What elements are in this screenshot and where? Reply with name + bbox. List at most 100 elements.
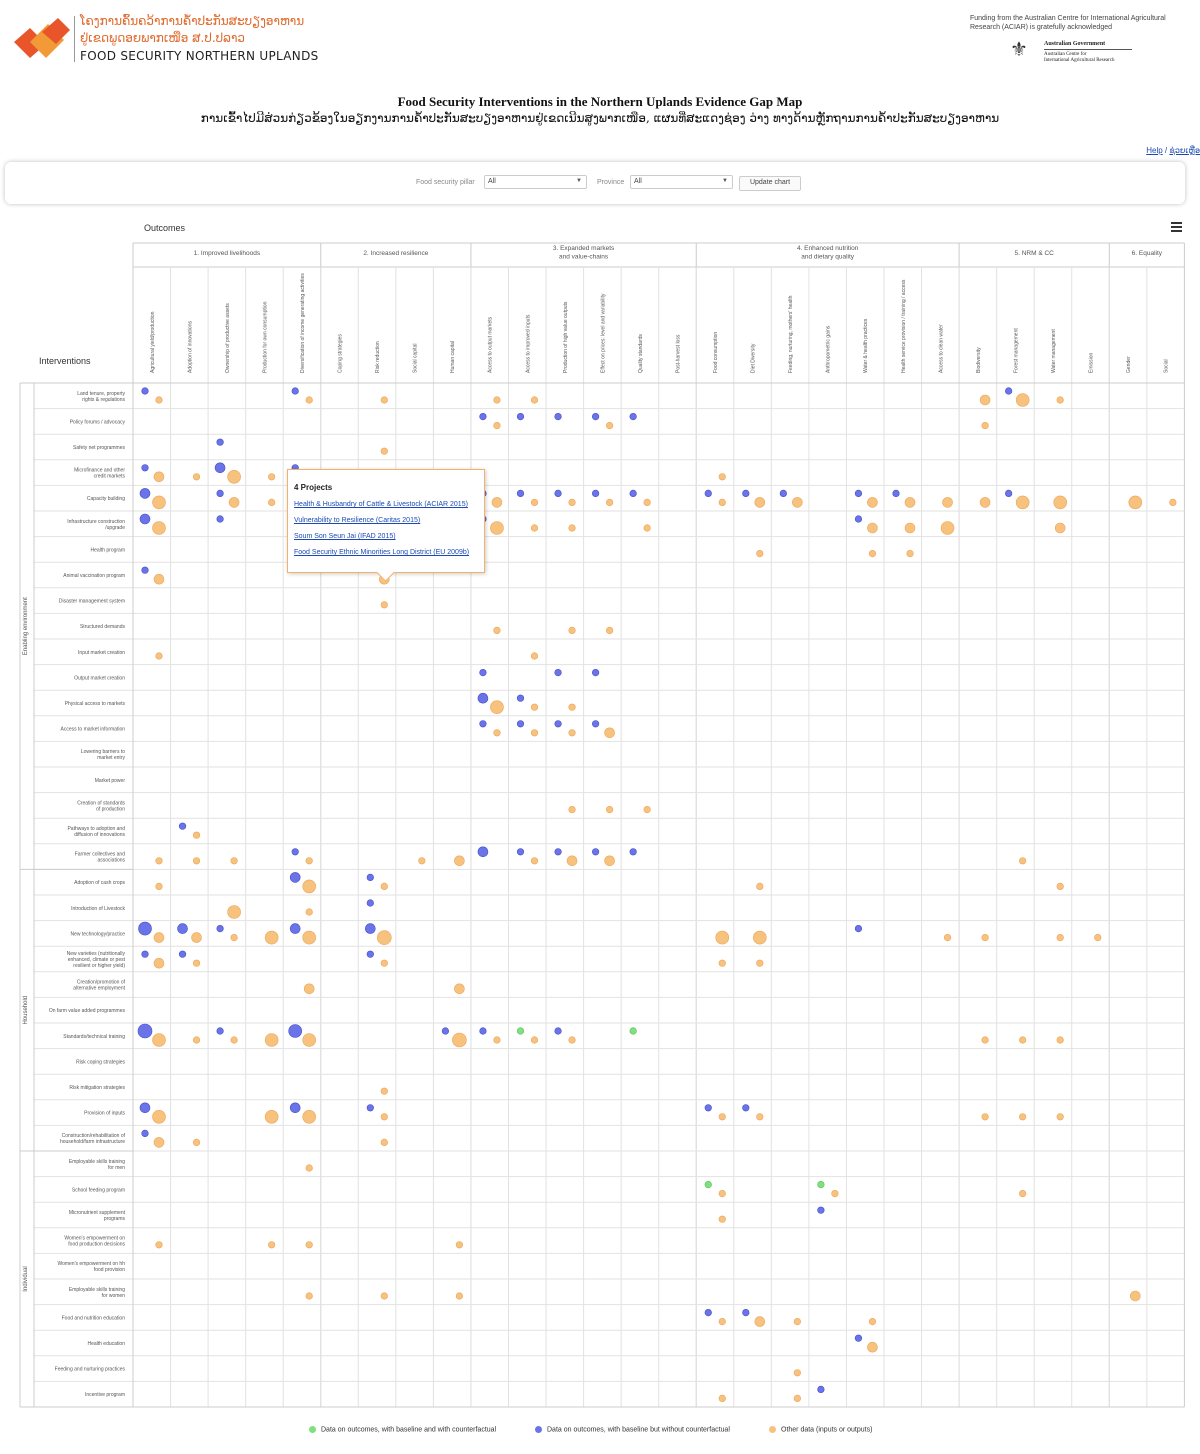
data-bubble-b[interactable] <box>367 874 374 881</box>
data-bubble-o[interactable] <box>832 1190 839 1197</box>
data-bubble-o[interactable] <box>606 422 613 429</box>
data-bubble-o[interactable] <box>982 1037 989 1044</box>
data-bubble-o[interactable] <box>1057 1114 1064 1121</box>
data-bubble-o[interactable] <box>1019 1190 1026 1197</box>
data-bubble-o[interactable] <box>1016 394 1029 407</box>
data-bubble-o[interactable] <box>1019 1037 1026 1044</box>
data-bubble-o[interactable] <box>531 653 538 660</box>
data-bubble-b[interactable] <box>142 567 149 574</box>
data-bubble-o[interactable] <box>569 499 576 506</box>
data-bubble-o[interactable] <box>531 858 538 865</box>
data-bubble-b[interactable] <box>217 925 224 932</box>
data-bubble-b[interactable] <box>292 388 299 395</box>
data-bubble-o[interactable] <box>303 1110 316 1123</box>
data-bubble-o[interactable] <box>569 704 576 711</box>
data-bubble-o[interactable] <box>306 909 313 916</box>
data-bubble-b[interactable] <box>592 490 599 497</box>
data-bubble-o[interactable] <box>1057 397 1064 404</box>
data-bubble-b[interactable] <box>743 1105 750 1112</box>
data-bubble-o[interactable] <box>381 883 388 890</box>
data-bubble-o[interactable] <box>753 931 766 944</box>
data-bubble-o[interactable] <box>154 933 164 943</box>
data-bubble-o[interactable] <box>306 1293 313 1300</box>
data-bubble-o[interactable] <box>193 960 200 967</box>
data-bubble-b[interactable] <box>855 516 862 523</box>
data-bubble-o[interactable] <box>719 960 726 967</box>
data-bubble-o[interactable] <box>982 422 989 429</box>
data-bubble-b[interactable] <box>705 1105 712 1112</box>
data-bubble-b[interactable] <box>855 925 862 932</box>
data-bubble-b[interactable] <box>780 490 787 497</box>
data-bubble-g[interactable] <box>818 1181 825 1188</box>
data-bubble-b[interactable] <box>555 721 562 728</box>
data-bubble-b[interactable] <box>555 669 562 676</box>
data-bubble-o[interactable] <box>303 931 316 944</box>
data-bubble-b[interactable] <box>630 849 637 856</box>
data-bubble-b[interactable] <box>217 490 224 497</box>
data-bubble-o[interactable] <box>531 730 538 737</box>
data-bubble-o[interactable] <box>980 395 990 405</box>
data-bubble-o[interactable] <box>869 1318 876 1325</box>
data-bubble-o[interactable] <box>569 525 576 532</box>
data-bubble-o[interactable] <box>569 730 576 737</box>
data-bubble-o[interactable] <box>192 933 202 943</box>
data-bubble-b[interactable] <box>178 924 188 934</box>
data-bubble-o[interactable] <box>381 1088 388 1095</box>
data-bubble-o[interactable] <box>265 931 278 944</box>
data-bubble-o[interactable] <box>381 448 388 455</box>
data-bubble-b[interactable] <box>893 490 900 497</box>
tooltip-project-link[interactable]: Vulnerability to Resilience (Caritas 201… <box>294 517 420 524</box>
data-bubble-o[interactable] <box>490 701 503 714</box>
data-bubble-o[interactable] <box>1057 883 1064 890</box>
data-bubble-o[interactable] <box>494 627 501 634</box>
data-bubble-o[interactable] <box>454 856 464 866</box>
data-bubble-o[interactable] <box>154 1137 164 1147</box>
data-bubble-o[interactable] <box>156 397 163 404</box>
data-bubble-o[interactable] <box>268 499 275 506</box>
data-bubble-o[interactable] <box>569 1037 576 1044</box>
data-bubble-o[interactable] <box>531 704 538 711</box>
data-bubble-o[interactable] <box>757 960 764 967</box>
data-bubble-b[interactable] <box>367 1105 374 1112</box>
data-bubble-b[interactable] <box>1005 388 1012 395</box>
data-bubble-o[interactable] <box>265 1110 278 1123</box>
data-bubble-o[interactable] <box>905 523 915 533</box>
data-bubble-o[interactable] <box>381 397 388 404</box>
data-bubble-o[interactable] <box>605 728 615 738</box>
data-bubble-b[interactable] <box>592 721 599 728</box>
data-bubble-b[interactable] <box>140 514 150 524</box>
data-bubble-b[interactable] <box>555 490 562 497</box>
data-bubble-o[interactable] <box>193 1037 200 1044</box>
data-bubble-b[interactable] <box>290 872 300 882</box>
data-bubble-o[interactable] <box>454 984 464 994</box>
data-bubble-b[interactable] <box>592 849 599 856</box>
data-bubble-o[interactable] <box>494 397 501 404</box>
data-bubble-o[interactable] <box>1057 1037 1064 1044</box>
data-bubble-b[interactable] <box>478 847 488 857</box>
data-bubble-b[interactable] <box>217 1028 224 1035</box>
data-bubble-b[interactable] <box>442 1028 449 1035</box>
data-bubble-o[interactable] <box>719 1114 726 1121</box>
data-bubble-o[interactable] <box>719 1216 726 1223</box>
data-bubble-b[interactable] <box>217 439 224 446</box>
data-bubble-o[interactable] <box>867 1342 877 1352</box>
data-bubble-o[interactable] <box>452 1033 466 1047</box>
data-bubble-o[interactable] <box>268 1242 275 1249</box>
data-bubble-o[interactable] <box>193 1139 200 1146</box>
data-bubble-o[interactable] <box>156 883 163 890</box>
data-bubble-o[interactable] <box>381 960 388 967</box>
data-bubble-b[interactable] <box>179 823 186 830</box>
data-bubble-o[interactable] <box>606 806 613 813</box>
data-bubble-b[interactable] <box>743 1309 750 1316</box>
data-bubble-o[interactable] <box>153 522 166 535</box>
data-bubble-o[interactable] <box>228 470 241 483</box>
data-bubble-o[interactable] <box>1019 1114 1026 1121</box>
data-bubble-o[interactable] <box>419 858 426 865</box>
data-bubble-o[interactable] <box>644 525 651 532</box>
data-bubble-o[interactable] <box>1019 858 1026 865</box>
data-bubble-o[interactable] <box>154 574 164 584</box>
data-bubble-o[interactable] <box>303 880 316 893</box>
data-bubble-b[interactable] <box>138 1024 152 1038</box>
data-bubble-o[interactable] <box>381 1139 388 1146</box>
data-bubble-o[interactable] <box>1055 523 1065 533</box>
